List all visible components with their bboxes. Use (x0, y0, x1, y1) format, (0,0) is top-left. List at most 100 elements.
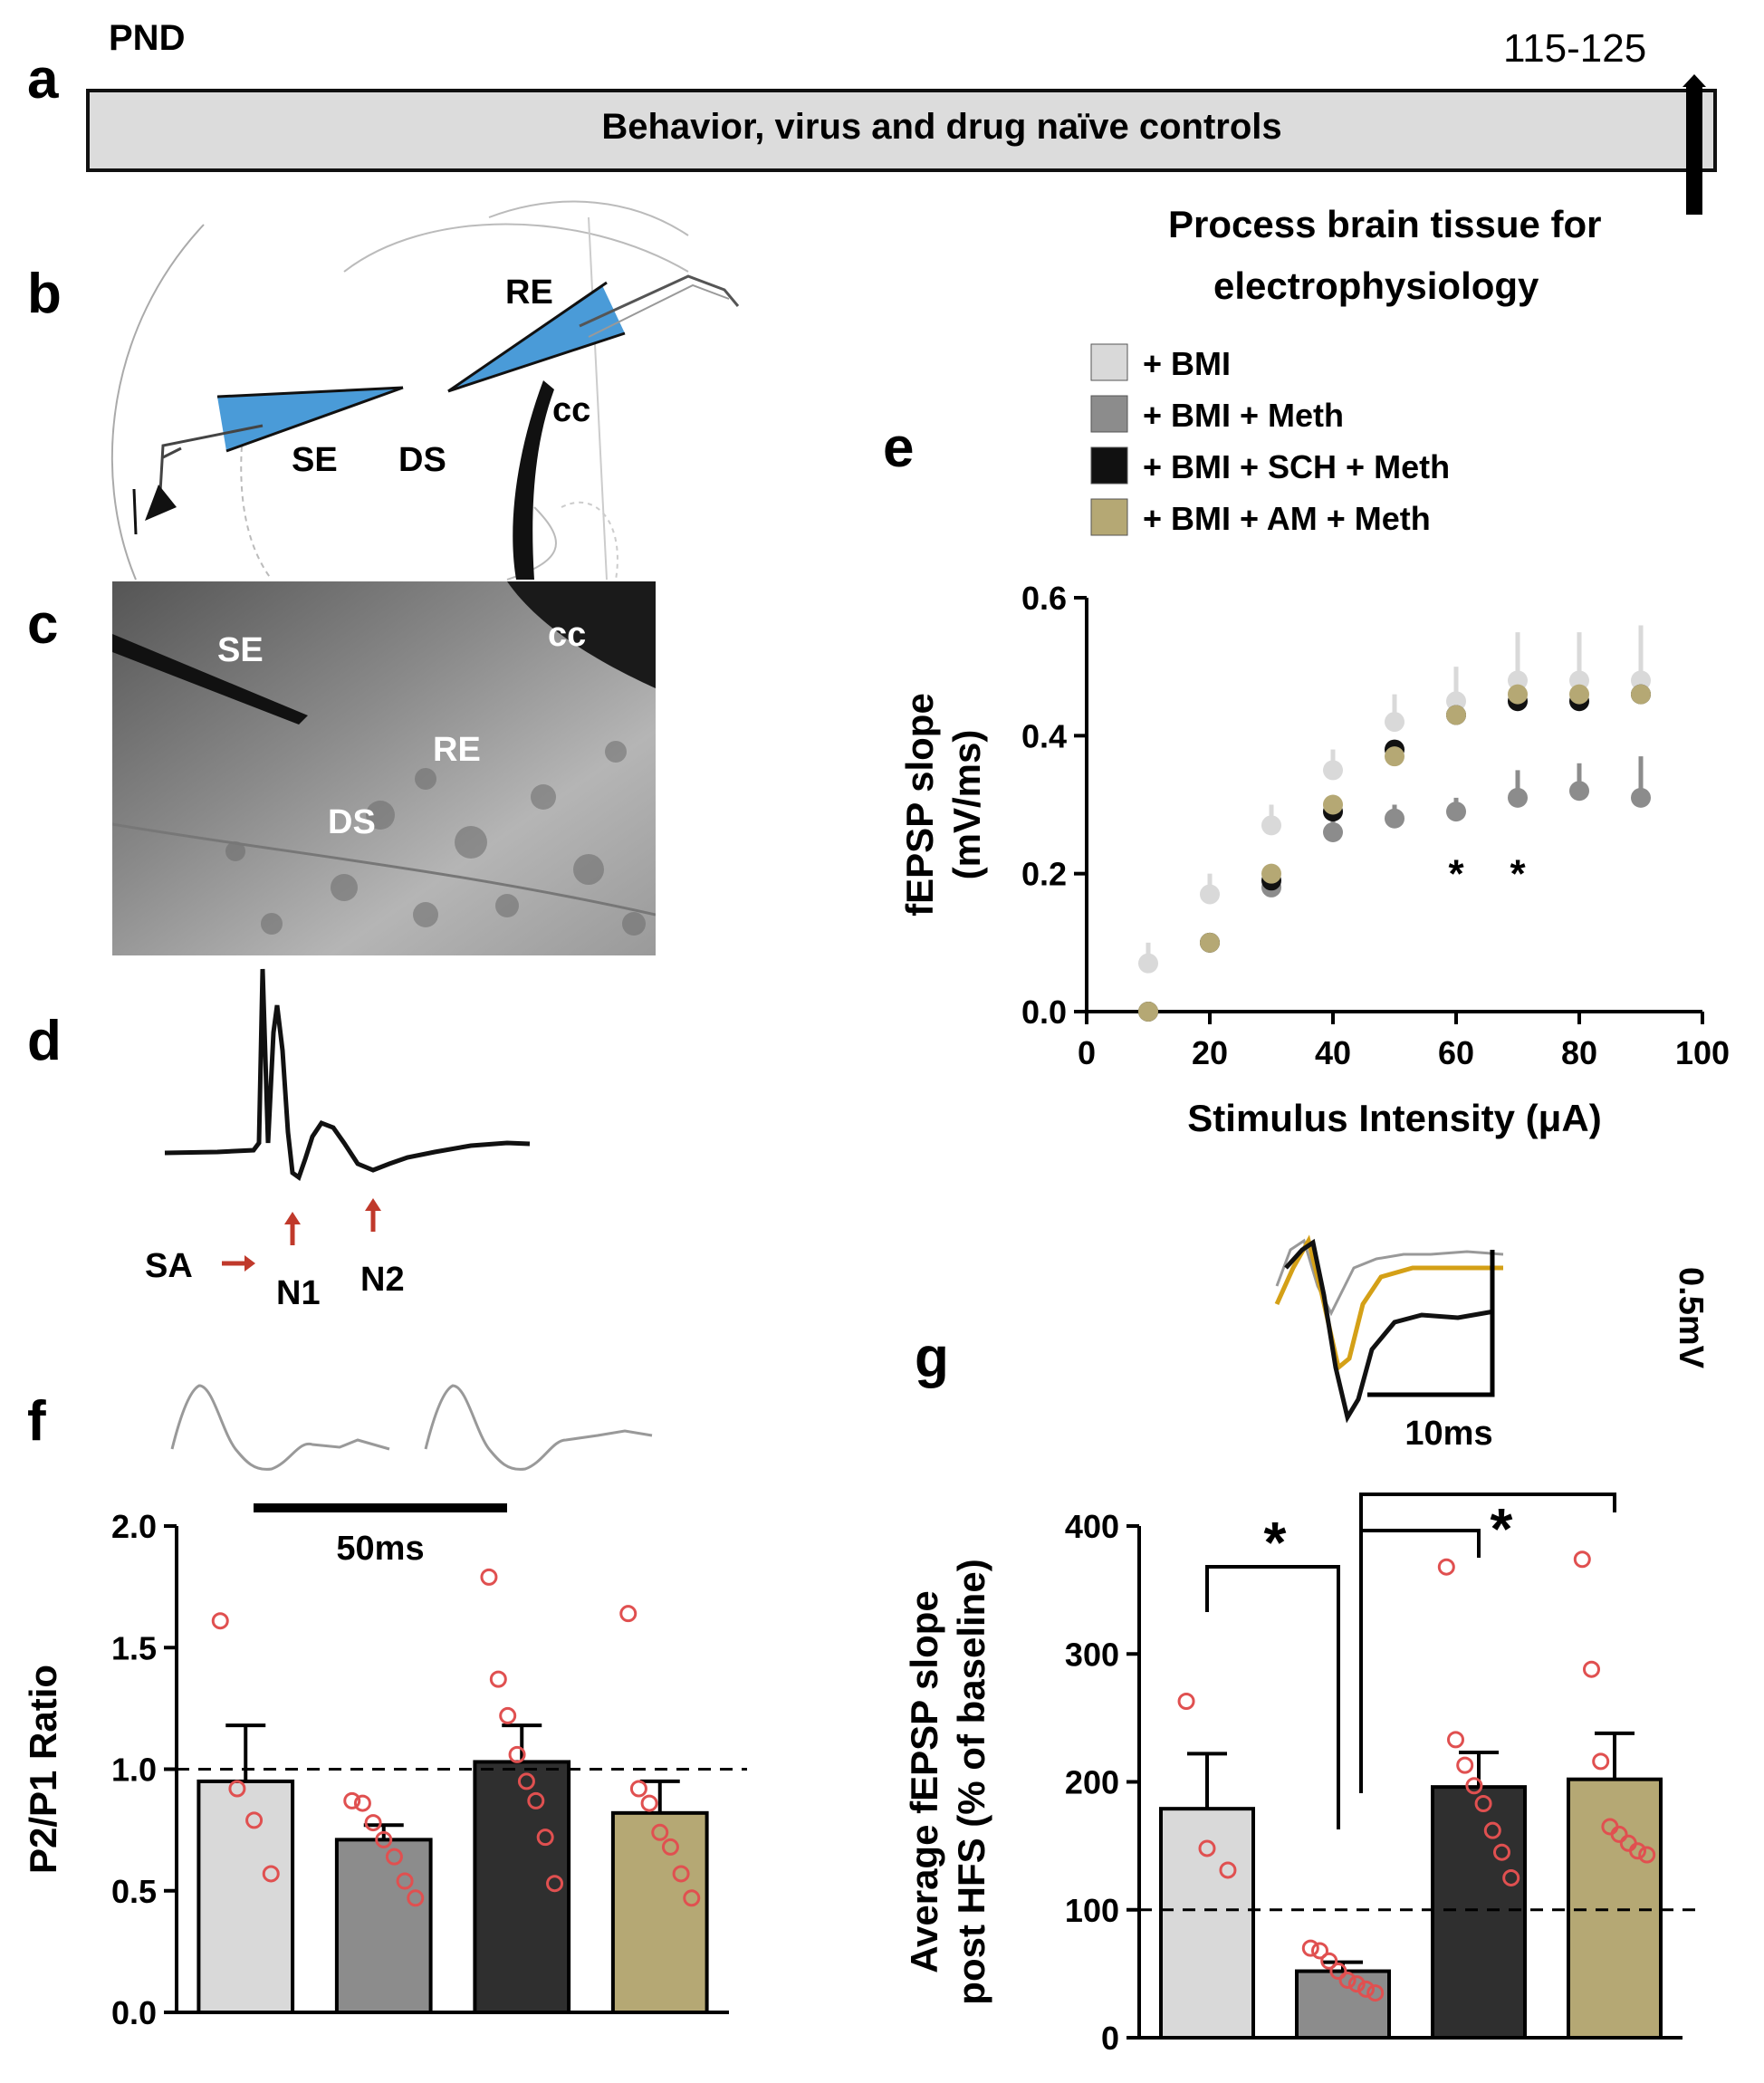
legend-label: + BMI (1143, 345, 1231, 382)
data-point (1629, 1842, 1646, 1860)
data-point (1366, 1984, 1385, 2002)
panel-label-a: a (27, 48, 59, 110)
scalebar-g-volt-label: 0.5mV (1672, 1267, 1710, 1369)
y-tick-label: 2.0 (111, 1508, 157, 1545)
significance-bracket (1359, 1493, 1616, 1793)
schematic-ds-label: DS (398, 441, 446, 479)
data-point (407, 1889, 425, 1907)
data-point (1323, 821, 1343, 842)
data-point (1569, 684, 1589, 705)
data-point (343, 1791, 361, 1809)
data-point (508, 1745, 526, 1763)
data-point (1569, 781, 1589, 802)
timeline-bar-text: Behavior, virus and drug naïve controls (601, 107, 1281, 147)
photo-re-label: RE (433, 731, 481, 769)
process-label-line2: electrophysiology (1213, 264, 1539, 307)
data-point (1508, 787, 1528, 808)
bar (1159, 1807, 1255, 2040)
data-point (262, 1865, 280, 1883)
scalebar-f (254, 1503, 507, 1512)
bar (473, 1760, 571, 2014)
data-point (1573, 1550, 1591, 1569)
chart-f: 0.0 0.5 1.0 1.5 2.0 P2/P1 Ratio (22, 1508, 747, 2031)
data-point (375, 1830, 393, 1848)
panel-label-f: f (27, 1390, 46, 1453)
y-tick-label: 0.4 (1021, 717, 1067, 754)
y-tick-label: 0.5 (111, 1873, 157, 1910)
data-point (364, 1814, 382, 1832)
brain-slice-schematic (110, 200, 689, 581)
chart-g: 0 100 200 300 400 Average fEPSP slope post HFS… (903, 1493, 1701, 2057)
y-tick-label: 200 (1065, 1764, 1119, 1801)
data-point (1347, 1975, 1366, 1993)
trace-n1-label: N1 (276, 1274, 321, 1312)
x-tick-label: 0 (1078, 1034, 1096, 1071)
photo-se-label: SE (217, 631, 264, 669)
schematic-cc-label: cc (552, 391, 590, 429)
scalebar-f-label: 50ms (336, 1530, 424, 1568)
data-point (1385, 808, 1404, 829)
data-point (1610, 1825, 1628, 1843)
legend-swatch (1090, 343, 1128, 381)
data-point (1311, 1942, 1328, 1960)
data-point (1385, 712, 1404, 733)
data-point (1592, 1752, 1610, 1771)
data-point (629, 1780, 647, 1798)
schematic-se-label: SE (292, 441, 338, 479)
data-point (1261, 815, 1281, 836)
x-tick-label: 20 (1192, 1034, 1228, 1071)
x-tick-label: 60 (1438, 1034, 1474, 1071)
data-point (640, 1794, 658, 1812)
legend-label: + BMI + AM + Meth (1143, 500, 1431, 537)
data-point (396, 1872, 414, 1890)
y-tick-label: 0 (1101, 2020, 1119, 2057)
photo-cc-label: cc (548, 616, 586, 654)
data-point (1569, 670, 1589, 691)
data-point (1583, 1660, 1600, 1678)
data-point (1385, 746, 1404, 767)
data-point (489, 1670, 507, 1688)
panel-label-c: c (27, 593, 58, 656)
y-tick-label: 1.0 (111, 1752, 157, 1789)
data-point (1261, 863, 1281, 884)
data-point (1508, 670, 1528, 691)
n1-arrowhead-icon (284, 1212, 301, 1224)
y-tick-label: 0.2 (1021, 856, 1067, 893)
panel-label-g: g (915, 1327, 949, 1389)
bar (334, 1838, 433, 2014)
data-point (1200, 932, 1220, 953)
chart-e: 0 20 40 60 80 100 0.0 0.2 0.4 0.6 Stimulus Intensi… (898, 580, 1730, 1139)
data-point (536, 1829, 554, 1847)
data-point (1446, 705, 1466, 725)
data-point (499, 1706, 517, 1724)
data-point (385, 1848, 403, 1866)
data-point (651, 1823, 669, 1841)
legend-label: + BMI + SCH + Meth (1143, 448, 1450, 485)
y-axis-label-line1: fEPSP slope (898, 693, 941, 917)
bar (1295, 1969, 1391, 2040)
timeline-bar (86, 89, 1717, 172)
data-point (1301, 1939, 1319, 1957)
scalebar-g (1367, 1250, 1495, 1397)
timeline-start-label: PND (109, 18, 185, 58)
timeline-endpoint-marker (1686, 83, 1702, 215)
significance-bracket (1205, 1565, 1340, 1829)
data-point (546, 1875, 564, 1893)
x-tick-label: 100 (1675, 1034, 1730, 1071)
data-point (1198, 1839, 1216, 1857)
legend-swatch (1090, 446, 1128, 485)
data-point (1456, 1756, 1474, 1774)
data-point (1483, 1821, 1501, 1839)
paired-pulse-traces (170, 1384, 653, 1471)
significance-asterisk: * (1491, 1496, 1513, 1561)
data-point (1447, 1731, 1464, 1749)
x-axis-label: Stimulus Intensity (μA) (1187, 1097, 1601, 1139)
x-tick-label: 40 (1315, 1034, 1351, 1071)
y-axis-label-line1: P2/P1 Ratio (22, 1665, 64, 1874)
legend-swatch (1090, 498, 1128, 536)
y-axis-label-line2: (mV/ms) (945, 730, 988, 880)
data-point (1437, 1558, 1455, 1576)
data-point (1323, 794, 1343, 815)
data-point (1323, 760, 1343, 781)
panel-label-e: e (883, 417, 914, 479)
